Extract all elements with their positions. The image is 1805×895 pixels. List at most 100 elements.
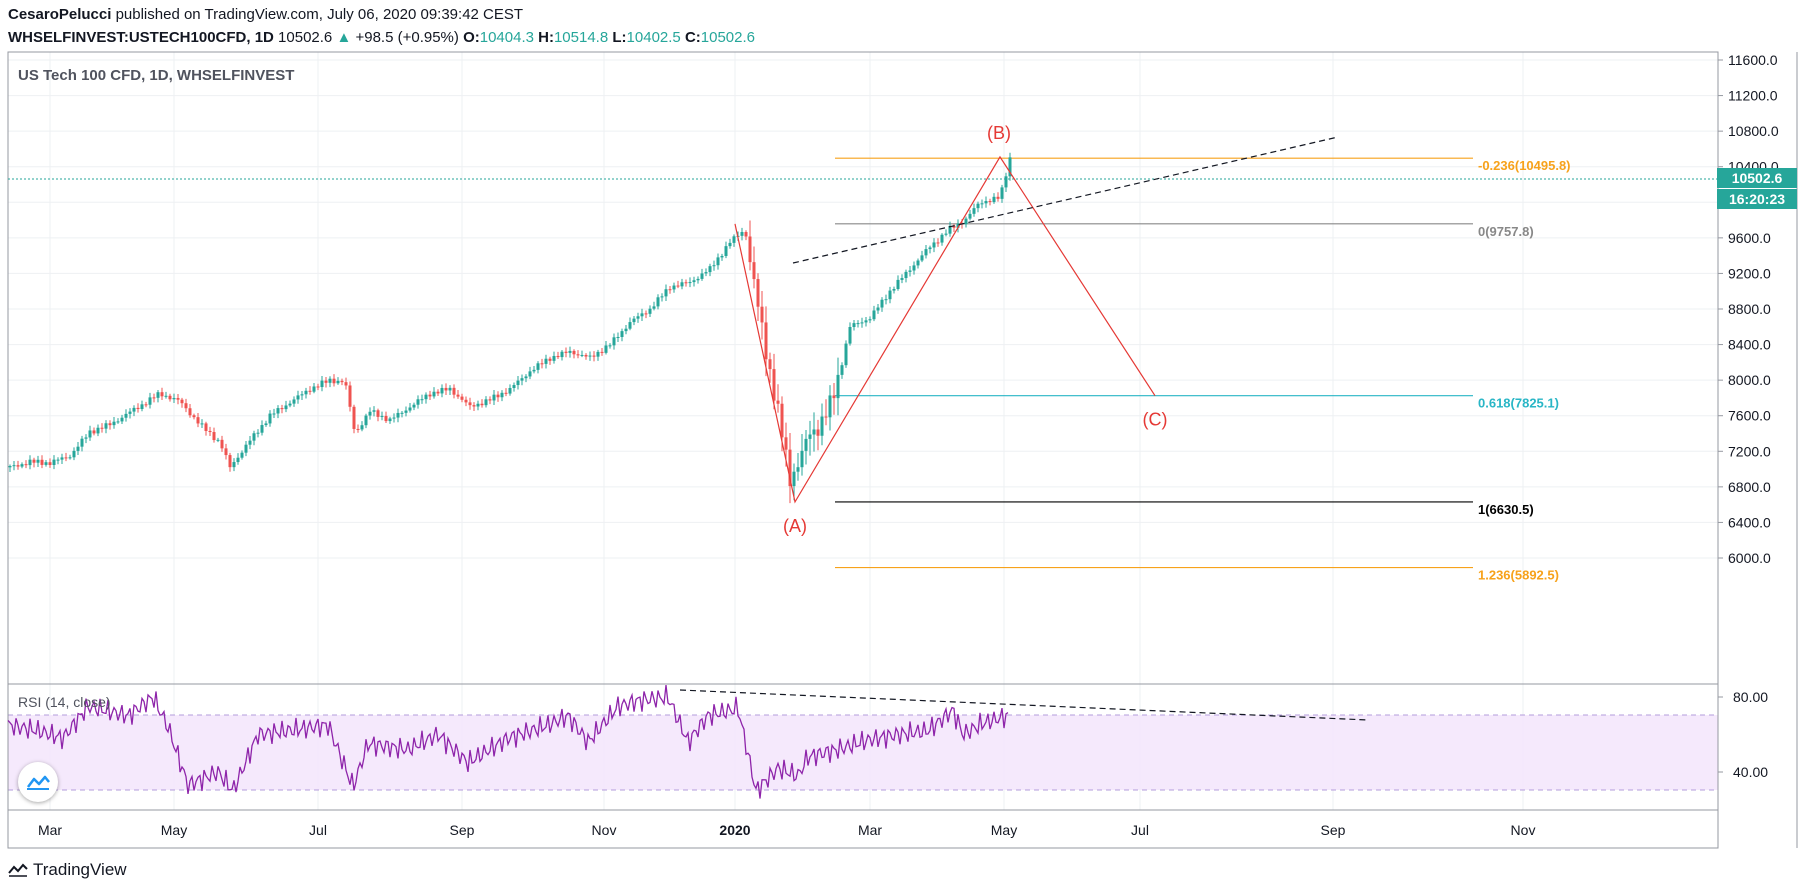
- wave-path[interactable]: [734, 155, 1156, 504]
- candle-body: [728, 242, 732, 247]
- candle-body: [428, 394, 432, 397]
- wave-label: (A): [783, 516, 807, 536]
- trend-lines[interactable]: [679, 136, 1369, 721]
- candle-body: [68, 457, 72, 459]
- candle-body: [540, 363, 544, 365]
- candle-body: [164, 395, 168, 397]
- candle-body: [644, 313, 648, 315]
- candle-body: [392, 417, 396, 419]
- candle-body: [232, 462, 236, 468]
- fib-retracement[interactable]: -0.236(10495.8) 0(9757.8) 0.618(7825.1) 1(6…: [835, 157, 1571, 583]
- rsi-trendline[interactable]: [679, 689, 1369, 721]
- candle-body: [204, 423, 208, 431]
- candle-body: [88, 430, 92, 438]
- candle-body: [544, 358, 548, 364]
- candle-body: [844, 343, 848, 366]
- candle-body: [320, 380, 324, 388]
- candle-body: [200, 423, 204, 425]
- candle-body: [284, 405, 288, 410]
- symbol-label[interactable]: WHSELFINVEST:USTECH100CFD, 1D: [8, 29, 274, 46]
- candle-body: [504, 392, 508, 394]
- candle-body: [760, 306, 764, 323]
- candle-body: [576, 354, 580, 356]
- price-tick-label: 6000.0: [1728, 550, 1771, 566]
- candle-body: [376, 410, 380, 417]
- candle-body: [496, 394, 500, 398]
- candle-body: [980, 203, 984, 205]
- candle-body: [612, 337, 616, 346]
- candle-body: [220, 439, 224, 449]
- candle-body: [52, 459, 56, 466]
- candle-body: [188, 408, 192, 416]
- price-tick-label: 8400.0: [1728, 337, 1771, 353]
- author-name[interactable]: CesaroPelucci: [8, 6, 112, 23]
- candle-body: [828, 395, 832, 418]
- candle-body: [536, 363, 540, 370]
- candle-body: [372, 410, 376, 412]
- candle-body: [108, 423, 112, 426]
- candle-body: [404, 410, 408, 413]
- candle-body: [224, 448, 228, 456]
- candle-body: [228, 455, 232, 468]
- candle-body: [940, 234, 944, 243]
- price-axis: 11600.011200.010800.010400.010000.09600.…: [1718, 52, 1779, 566]
- candle-body: [824, 416, 828, 418]
- candle-body: [512, 385, 516, 388]
- candle-body: [364, 415, 368, 426]
- price-tick-label: 9200.0: [1728, 265, 1771, 281]
- candle-body: [316, 386, 320, 388]
- candle-body: [96, 427, 100, 434]
- candle-body: [908, 270, 912, 272]
- candle-body: [492, 394, 496, 401]
- candle-body: [796, 467, 800, 472]
- candle-body: [812, 429, 816, 435]
- rsi-band: [8, 715, 1718, 790]
- price-trendline[interactable]: [792, 136, 1339, 264]
- candle-body: [792, 471, 796, 487]
- candle-body: [656, 297, 660, 307]
- candle-body: [460, 396, 464, 400]
- candle-body: [432, 391, 436, 397]
- candle-body: [888, 290, 892, 300]
- candle-body: [892, 289, 896, 291]
- candle-body: [872, 310, 876, 320]
- candle-body: [472, 405, 476, 407]
- rsi-tick-label: 40.00: [1733, 764, 1768, 780]
- candle-body: [616, 337, 620, 339]
- candle-body: [32, 459, 36, 463]
- time-tick-label: Jul: [1131, 822, 1149, 838]
- candle-body: [300, 394, 304, 396]
- candle-body: [288, 403, 292, 406]
- rsi-title[interactable]: RSI (14, close): [18, 694, 111, 710]
- candle-body: [856, 323, 860, 325]
- candle-body: [808, 434, 812, 439]
- candle-body: [896, 279, 900, 290]
- candle-body: [816, 429, 820, 436]
- candle-body: [408, 407, 412, 411]
- candle-body: [756, 279, 760, 307]
- candle-body: [956, 223, 960, 228]
- candle-body: [148, 397, 152, 405]
- candle-body: [252, 433, 256, 441]
- candle-body: [172, 398, 176, 400]
- candle-body: [268, 413, 272, 424]
- candle-body: [732, 236, 736, 243]
- candle-body: [400, 412, 404, 414]
- candle-body: [860, 322, 864, 324]
- candle-body: [128, 411, 132, 414]
- candle-body: [484, 399, 488, 406]
- candle-body: [468, 402, 472, 406]
- candle-body: [948, 225, 952, 234]
- candle-body: [60, 457, 64, 460]
- tradingview-badge[interactable]: [18, 762, 58, 802]
- candle-body: [360, 425, 364, 430]
- tradingview-brand[interactable]: TradingView: [8, 860, 127, 880]
- candle-body: [1004, 176, 1008, 188]
- candle-body: [240, 452, 244, 458]
- candle-body: [604, 345, 608, 353]
- elliott-waves[interactable]: (A) (B) (C): [734, 123, 1168, 536]
- candle-body: [560, 351, 564, 358]
- candle-body: [724, 246, 728, 256]
- candle-body: [592, 355, 596, 357]
